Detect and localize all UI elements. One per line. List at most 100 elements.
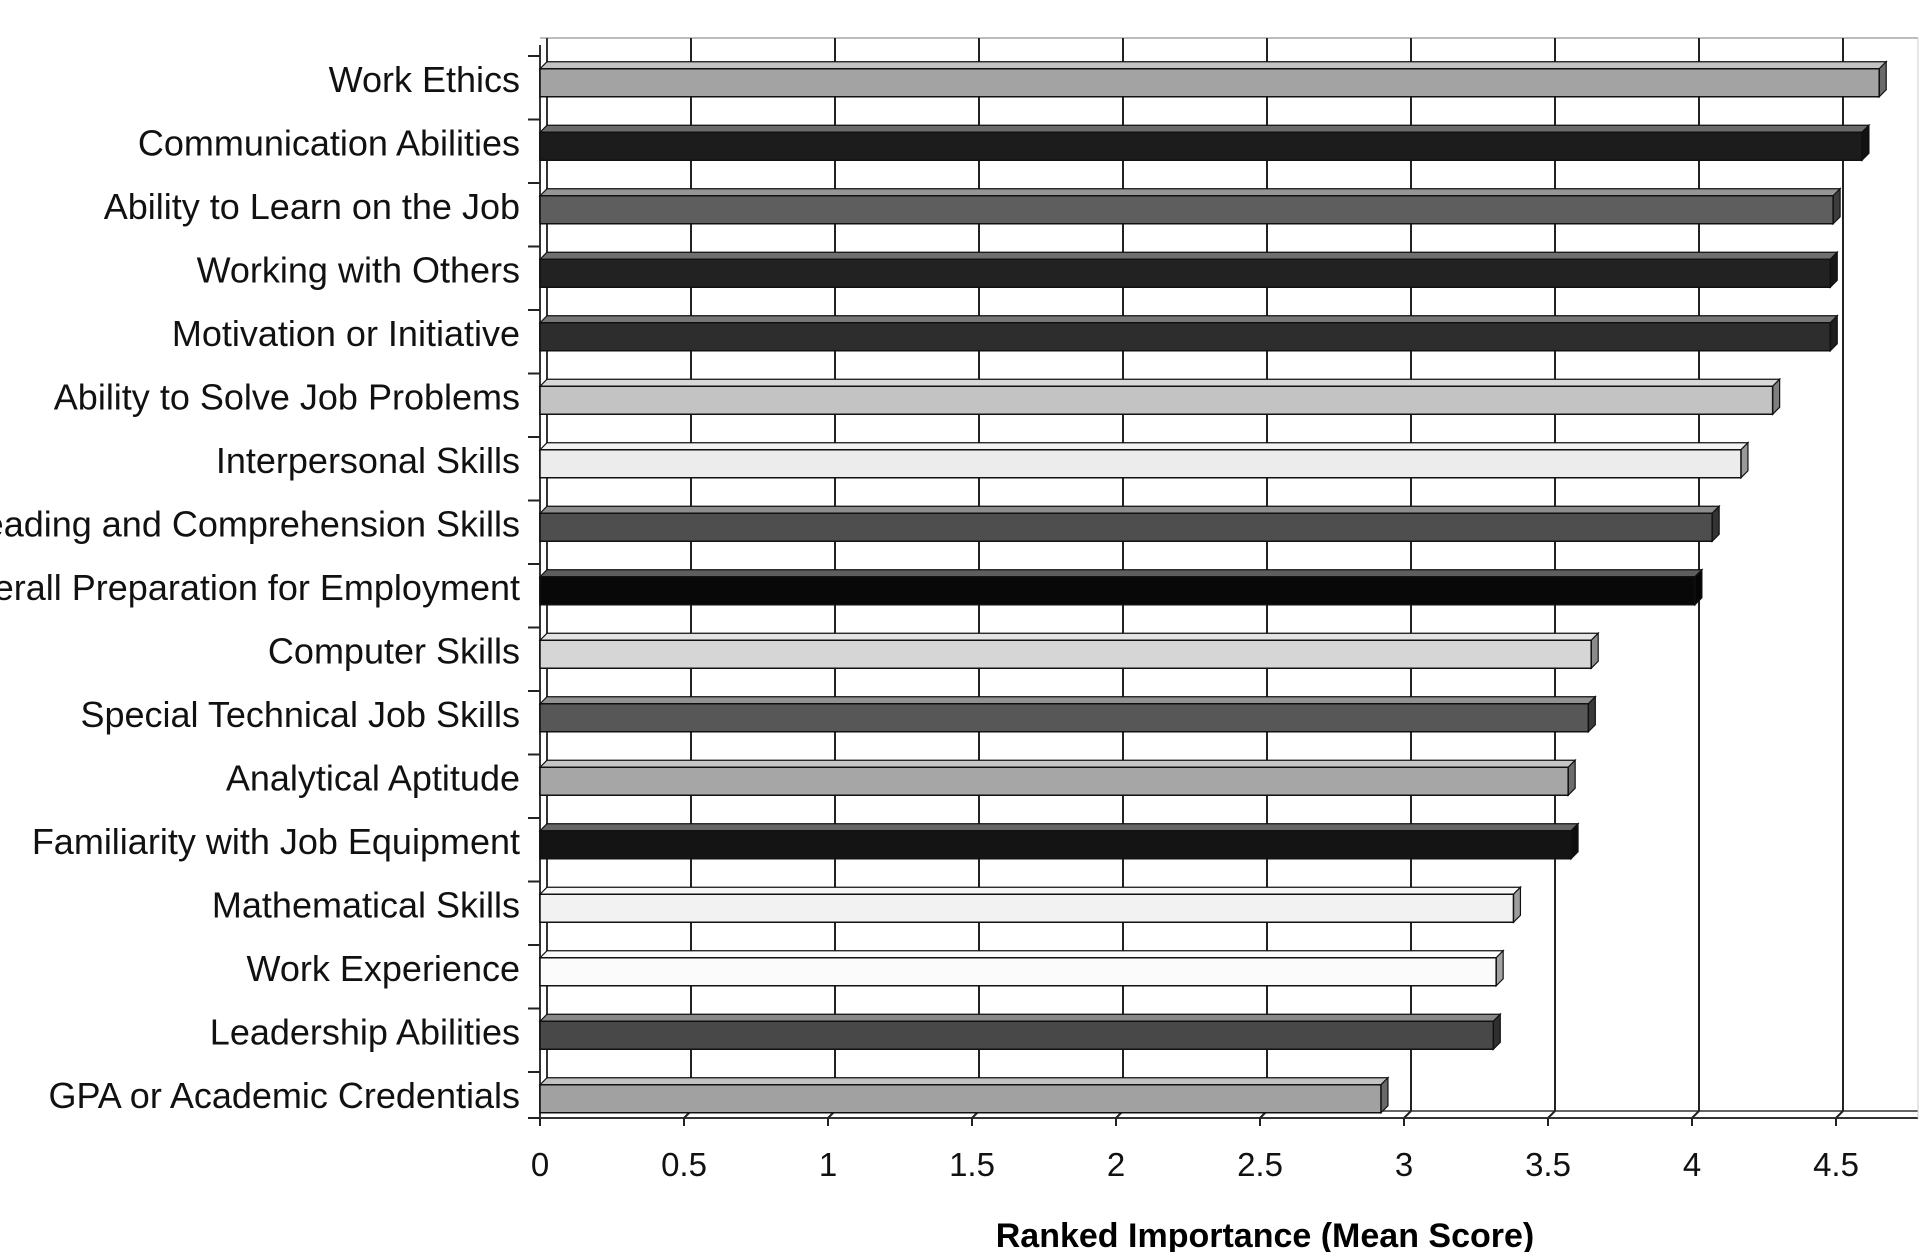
bar-side-face	[1590, 631, 1599, 670]
bar	[538, 314, 1839, 353]
bar-front-face	[539, 957, 1497, 987]
bar-side-face	[1567, 758, 1576, 797]
bar-top-face	[538, 378, 1782, 387]
bar-side-face	[1587, 695, 1596, 734]
bar-front-face	[539, 1084, 1382, 1114]
bar-front-face	[539, 322, 1831, 352]
category-label: Working with Others	[197, 249, 520, 290]
bar-side-face	[1711, 504, 1720, 543]
gridline-floor	[1547, 1110, 1556, 1119]
bar	[538, 822, 1580, 861]
bar-top-face	[538, 61, 1888, 70]
category-label: Communication Abilities	[138, 122, 520, 163]
bar-top-face	[538, 505, 1721, 514]
bar-front-face	[539, 703, 1590, 733]
bar-side-face	[1570, 822, 1579, 861]
gridline-floor	[1835, 1110, 1844, 1119]
bar	[538, 60, 1888, 99]
bar-top-face	[538, 315, 1839, 324]
bar-front-face	[539, 258, 1831, 288]
x-tick-label: 3	[1395, 1146, 1413, 1183]
category-label: Computer Skills	[268, 630, 520, 671]
bar	[538, 949, 1505, 988]
x-tick-label: 1.5	[949, 1146, 995, 1183]
bar	[538, 187, 1842, 226]
bar	[538, 568, 1704, 607]
bar	[538, 250, 1839, 289]
bar-top-face	[538, 1013, 1502, 1022]
bar	[538, 1076, 1390, 1115]
category-label: Reading and Comprehension Skills	[0, 503, 520, 544]
category-label: Familiarity with Job Equipment	[32, 821, 520, 862]
bar-front-face	[539, 893, 1515, 923]
bar	[538, 695, 1597, 734]
bar-side-face	[1832, 187, 1841, 226]
category-label: Ability to Learn on the Job	[104, 186, 520, 227]
bar	[538, 377, 1782, 416]
bar-front-face	[539, 449, 1742, 479]
bar	[538, 885, 1522, 924]
bar-top-face	[538, 442, 1750, 451]
category-label: Interpersonal Skills	[216, 440, 520, 481]
bar-top-face	[538, 950, 1505, 959]
bar-side-face	[1380, 1076, 1389, 1115]
bar	[538, 631, 1600, 670]
bar-side-face	[1740, 441, 1749, 480]
bar-top-face	[538, 823, 1580, 832]
bar-front-face	[539, 1020, 1495, 1050]
category-label: Ability to Solve Job Problems	[54, 376, 520, 417]
x-tick-label: 3.5	[1525, 1146, 1571, 1183]
bar-top-face	[538, 569, 1704, 578]
category-label: Analytical Aptitude	[226, 757, 520, 798]
bar	[538, 1012, 1502, 1051]
bar	[538, 758, 1577, 797]
bar-front-face	[539, 639, 1592, 669]
x-tick-labels: 0 0.5 1 1.5 2 2.5 3 3.5 4 4.5	[531, 1146, 1859, 1183]
x-tick-label: 4	[1683, 1146, 1701, 1183]
bar	[538, 123, 1871, 162]
category-label: Special Technical Job Skills	[80, 694, 520, 735]
bar-top-face	[538, 251, 1839, 260]
category-label: Work Ethics	[329, 59, 520, 100]
bar-side-face	[1878, 60, 1887, 99]
x-axis-title: Ranked Importance (Mean Score)	[996, 1217, 1534, 1252]
bar-side-face	[1861, 123, 1870, 162]
bar-front-face	[539, 131, 1863, 161]
axis-ticks	[528, 55, 1837, 1126]
x-tick-label: 1	[819, 1146, 837, 1183]
bar-front-face	[539, 195, 1834, 225]
bar-top-face	[538, 759, 1577, 768]
category-label: GPA or Academic Credentials	[48, 1075, 520, 1116]
bar-front-face	[539, 830, 1572, 860]
bar-front-face	[539, 766, 1569, 796]
bar	[538, 504, 1721, 543]
category-label: Mathematical Skills	[212, 884, 520, 925]
category-label: Motivation or Initiative	[172, 313, 520, 354]
bar-front-face	[539, 512, 1713, 542]
x-tick-label: 2.5	[1237, 1146, 1283, 1183]
bar	[538, 441, 1750, 480]
bar-top-face	[538, 1077, 1390, 1086]
bar-top-face	[538, 632, 1600, 641]
bar-side-face	[1694, 568, 1703, 607]
category-label: Overall Preparation for Employment	[0, 567, 520, 608]
category-label: Leadership Abilities	[210, 1011, 520, 1052]
bar-top-face	[538, 188, 1842, 197]
bar-side-face	[1512, 885, 1522, 924]
bar-front-face	[539, 576, 1696, 606]
category-label: Work Experience	[247, 948, 520, 989]
x-tick-label: 2	[1107, 1146, 1125, 1183]
x-tick-label: 0	[531, 1146, 549, 1183]
bar-top-face	[538, 886, 1522, 895]
x-tick-label: 0.5	[661, 1146, 707, 1183]
bar-side-face	[1492, 1012, 1501, 1051]
x-tick-label: 4.5	[1813, 1146, 1859, 1183]
bar-side-face	[1495, 949, 1504, 988]
gridline-floor	[1691, 1110, 1700, 1119]
bar-side-face	[1829, 250, 1838, 289]
bar-side-face	[1829, 314, 1838, 353]
bar-top-face	[538, 124, 1871, 133]
gridline-floor	[1403, 1110, 1412, 1119]
